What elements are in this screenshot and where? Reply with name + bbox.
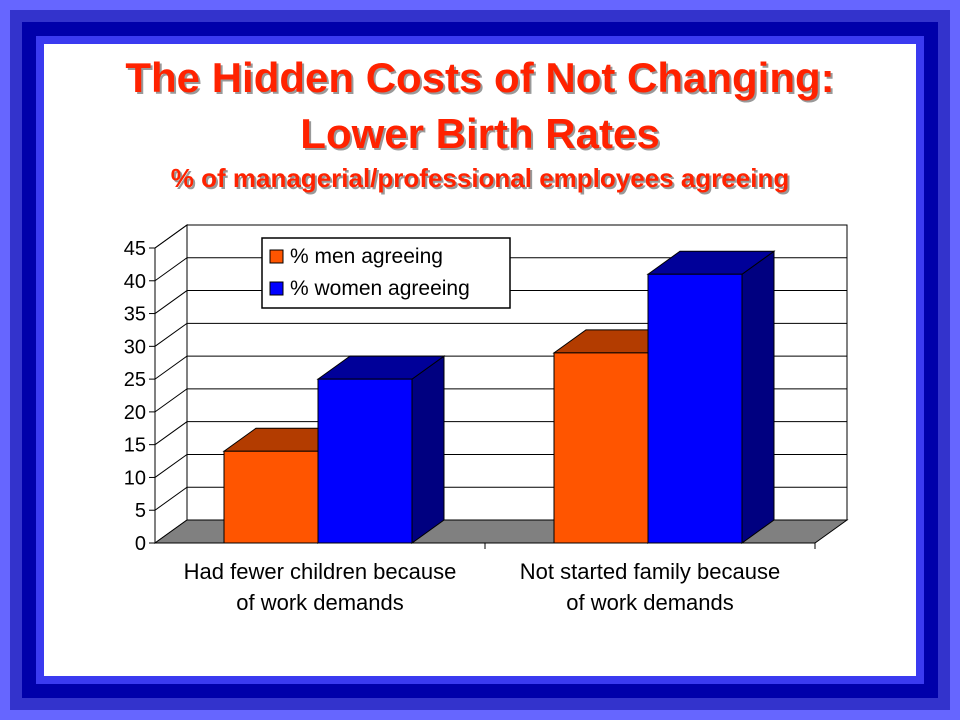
gridline	[154, 257, 847, 282]
y-tick-label: 15	[124, 435, 146, 457]
legend-swatch	[269, 249, 284, 264]
bar-men	[553, 352, 649, 544]
gridline	[154, 224, 847, 249]
y-tick-label: 10	[124, 467, 146, 489]
category-label: Not started family because	[520, 559, 780, 584]
y-tick-label: 45	[124, 238, 146, 260]
bar-side	[741, 250, 775, 544]
bar-women	[317, 378, 413, 544]
bar-women	[647, 273, 743, 544]
bar-men	[223, 450, 319, 544]
y-tick-label: 5	[135, 500, 146, 522]
slide-title-line1: The Hidden Costs of Not Changing:	[125, 54, 835, 101]
slide-subtitle: % of managerial/professional employees a…	[170, 163, 790, 193]
bar-side	[411, 355, 445, 544]
y-tick-label: 30	[124, 336, 146, 358]
category-label: of work demands	[566, 590, 734, 615]
category-label: Had fewer children because	[184, 559, 457, 584]
slide-title-line2: Lower Birth Rates	[300, 110, 660, 157]
y-tick-label: 40	[124, 271, 146, 293]
y-tick-label: 25	[124, 369, 146, 391]
legend-label: % women agreeing	[290, 277, 470, 300]
chart-side-wall	[154, 224, 188, 544]
legend-box	[261, 237, 511, 309]
y-tick-label: 35	[124, 304, 146, 326]
y-tick-label: 0	[135, 533, 146, 555]
y-tick-label: 20	[124, 402, 146, 424]
legend-label: % men agreeing	[290, 245, 443, 268]
legend-swatch	[269, 281, 284, 296]
category-label: of work demands	[236, 590, 404, 615]
gridline	[154, 290, 847, 314]
gridline	[154, 322, 847, 347]
